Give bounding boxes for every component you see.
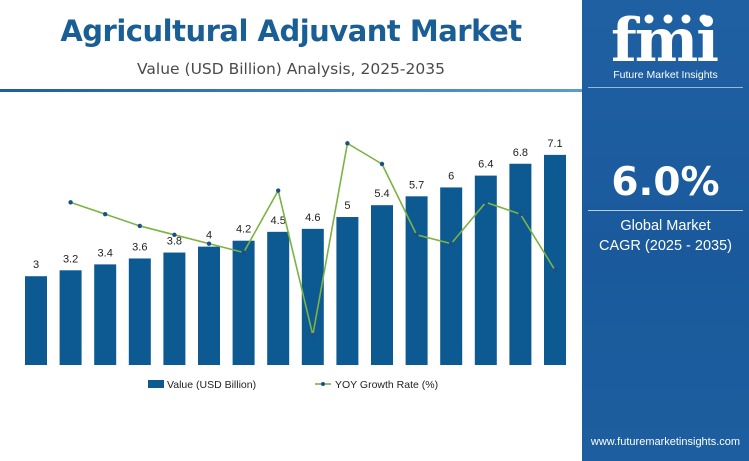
- bar-value-label-7: 4.5: [271, 215, 286, 227]
- website-link[interactable]: www.futuremarketinsights.com: [590, 436, 741, 448]
- growth-point-10: [414, 232, 419, 237]
- logo-subtitle: Future Market Insights: [613, 69, 718, 81]
- header-divider: [0, 89, 582, 92]
- growth-point-6: [276, 188, 281, 193]
- bar-2: [94, 264, 117, 365]
- growth-point-13: [518, 211, 523, 217]
- bar-value-label-3: 3.6: [132, 241, 147, 253]
- bar-value-label-2: 3.4: [98, 247, 113, 259]
- bar-value-label-12: 6: [448, 170, 454, 182]
- chart-title: Agricultural Adjuvant Market: [60, 14, 522, 48]
- bar-value-label-0: 3: [33, 259, 39, 271]
- growth-point-14: [552, 268, 558, 273]
- legend-bar-label: Value (USD Billion): [167, 379, 256, 391]
- fmi-logo: fmi: [611, 10, 720, 68]
- bar-3: [128, 258, 151, 365]
- bar-line-chart: 3 3.2 3.4 3.6 3.8 4 4.2 4.5 4.6 5 5.4 5.7 6 6.4 6.8 7.1…: [25, 138, 566, 391]
- bar-9: [336, 217, 359, 365]
- bar-value-label-10: 5.4: [374, 188, 389, 200]
- bar-13: [474, 175, 497, 365]
- bar-value-label-15: 7.1: [547, 138, 562, 150]
- growth-point-11: [449, 241, 454, 246]
- bar-1: [59, 270, 82, 365]
- bar-value-label-1: 3.2: [63, 253, 78, 265]
- logo-divider: [588, 87, 743, 88]
- bar-15: [544, 154, 566, 365]
- bar-11: [405, 196, 428, 365]
- bottom-bar: [0, 455, 582, 461]
- bar-14: [509, 163, 532, 365]
- bar-value-label-14: 6.8: [513, 147, 528, 159]
- bar-value-label-11: 5.7: [409, 179, 424, 191]
- bar-value-label-5: 4: [206, 230, 212, 242]
- bar-value-label-9: 5: [344, 200, 350, 212]
- cagr-divider: [588, 210, 743, 211]
- brand-panel: fmi Future Market Insights 6.0% Global M…: [582, 0, 749, 461]
- bar-value-label-8: 4.6: [305, 212, 320, 224]
- bar-value-label-4: 3.8: [167, 236, 182, 248]
- growth-point-4: [206, 241, 212, 246]
- bar-4: [163, 252, 186, 365]
- legend-line-marker: [321, 382, 325, 386]
- bar-12: [440, 187, 463, 365]
- bar-value-label-6: 4.2: [236, 224, 251, 236]
- bar-0: [25, 276, 47, 365]
- legend-line-label: YOY Growth Rate (%): [335, 379, 438, 391]
- cagr-label-line1: Global Market: [620, 218, 711, 234]
- growth-point-8: [345, 141, 350, 146]
- chart-panel: Agricultural Adjuvant Market Value (USD …: [0, 14, 582, 391]
- growth-point-7: [310, 332, 315, 338]
- legend-bar-swatch: [148, 380, 164, 388]
- growth-point-1: [103, 211, 108, 217]
- bar-6: [232, 240, 255, 365]
- growth-point-12: [483, 200, 488, 205]
- bar-7: [267, 231, 290, 365]
- bar-8: [301, 228, 324, 365]
- growth-point-0: [68, 200, 73, 205]
- bar-5: [198, 246, 220, 365]
- growth-point-9: [379, 161, 385, 167]
- bar-10: [371, 205, 393, 365]
- growth-point-3: [172, 232, 177, 237]
- chart-subtitle: Value (USD Billion) Analysis, 2025-2035: [137, 60, 445, 78]
- cagr-label-line2: CAGR (2025 - 2035): [599, 238, 732, 254]
- growth-point-2: [137, 223, 142, 229]
- bar-value-label-13: 6.4: [478, 159, 493, 171]
- growth-point-5: [241, 250, 246, 255]
- cagr-value: 6.0%: [611, 160, 720, 205]
